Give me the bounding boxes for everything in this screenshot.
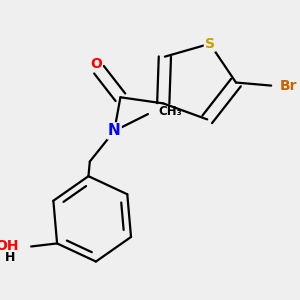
Text: OH: OH <box>0 239 19 254</box>
Text: CH₃: CH₃ <box>159 104 182 118</box>
Text: O: O <box>90 57 102 70</box>
Text: N: N <box>108 123 121 138</box>
Text: H: H <box>4 251 15 264</box>
Text: Br: Br <box>279 79 297 93</box>
Text: S: S <box>205 37 215 51</box>
